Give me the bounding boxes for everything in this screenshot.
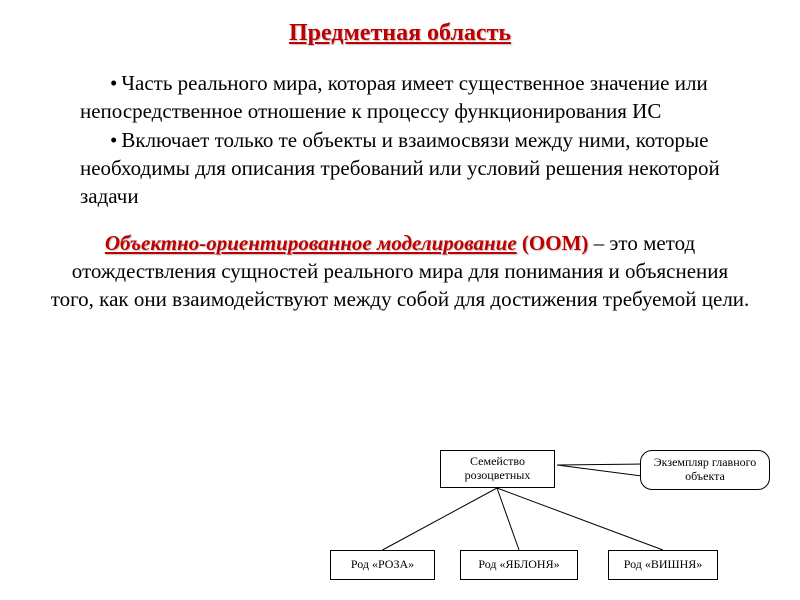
tree-diagram: Семейство розоцветных Экземпляр главного … <box>330 450 780 590</box>
subtitle-row: Объектно-ориентированное моделирование (… <box>50 229 750 314</box>
page-title: Предметная область <box>50 20 750 47</box>
tree-child-node-0: Род «РОЗА» <box>330 550 435 580</box>
tree-root-node: Семейство розоцветных <box>440 450 555 488</box>
body-text: Часть реального мира, которая имеет суще… <box>50 69 750 211</box>
subtitle-abbr: (ООМ) <box>517 231 589 255</box>
tree-callout: Экземпляр главного объекта <box>640 450 770 490</box>
tree-child-node-1: Род «ЯБЛОНЯ» <box>460 550 578 580</box>
subtitle-block: Объектно-ориентированное моделирование (… <box>50 229 750 314</box>
bullet-1: Часть реального мира, которая имеет суще… <box>80 69 750 126</box>
bullet-2: Включает только те объекты и взаимосвязи… <box>80 126 750 211</box>
subtitle-em: Объектно-ориентированное моделирование <box>105 231 517 255</box>
tree-child-node-2: Род «ВИШНЯ» <box>608 550 718 580</box>
